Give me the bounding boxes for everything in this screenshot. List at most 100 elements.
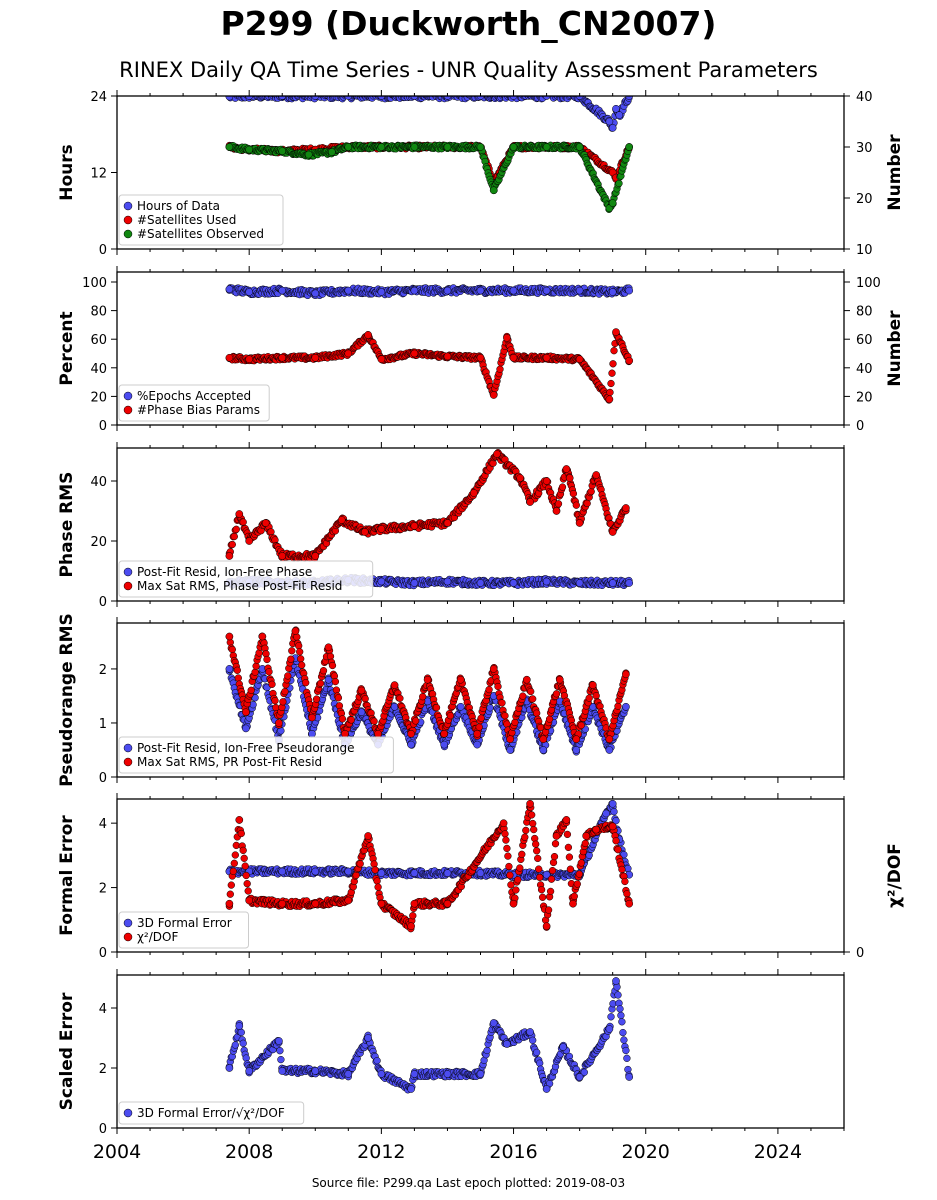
series-2-data-point	[275, 719, 283, 727]
y-tick-label: 1	[99, 717, 107, 732]
series-2-data-point	[555, 675, 564, 684]
legend-entry: #Satellites Used	[137, 213, 236, 227]
series-1-data-point	[625, 286, 634, 295]
series-2-point	[529, 695, 537, 703]
series-2-data-point	[245, 537, 254, 545]
series-2-data-point	[539, 735, 548, 744]
series-2-point	[577, 859, 585, 867]
legend-marker	[123, 391, 133, 401]
series-2-point	[284, 672, 292, 680]
series-3-data-point	[327, 148, 336, 156]
series-1-data-point	[357, 708, 366, 717]
series-1-data-point	[476, 286, 485, 295]
series-2-data-point	[423, 675, 432, 684]
series-2-point	[514, 876, 522, 884]
series-2-point	[621, 877, 629, 886]
series-2-data-point	[542, 353, 551, 362]
series-1-data-point	[410, 579, 419, 587]
series-1-data-point	[622, 702, 630, 711]
series-2-point	[501, 712, 509, 720]
y2-tick-label: 60	[856, 333, 873, 348]
series-2-data-point	[572, 735, 581, 744]
series-2-data-point	[589, 681, 597, 689]
series-2-point	[573, 880, 581, 888]
series-2-point	[535, 865, 543, 873]
legend-entry: Hours of Data	[137, 199, 220, 213]
y2-axis-label: Number	[885, 134, 905, 211]
series-2-point	[577, 721, 585, 729]
series-3-data-point	[575, 143, 584, 151]
series-2-point	[587, 487, 595, 496]
series-1-data-point	[575, 286, 584, 295]
series-2-point	[234, 674, 242, 682]
y-tick-label: 0	[99, 771, 107, 786]
series-2-point	[565, 853, 574, 861]
series-2-point	[251, 668, 259, 676]
series-2-data-point	[552, 507, 561, 515]
series-2-point	[298, 661, 306, 669]
series-2-data-point	[337, 516, 346, 524]
series-2-point	[527, 687, 535, 696]
series-1-data-point	[608, 799, 617, 808]
series-2-point	[247, 686, 255, 694]
series-2-point	[319, 667, 328, 675]
series-1-data-point	[443, 577, 452, 586]
series-2-point	[532, 840, 540, 848]
series-2-point	[295, 642, 303, 650]
series-1-data-point	[539, 746, 548, 754]
series-2-data-point	[278, 552, 287, 560]
series-1-point	[624, 864, 632, 873]
series-2-data-point	[608, 528, 617, 536]
series-2-point	[614, 702, 622, 710]
series-2-data-point	[278, 899, 287, 908]
legend-box	[118, 194, 284, 246]
series-2-point	[243, 880, 251, 888]
legend-entry: Max Sat RMS, Phase Post-Fit Resid	[137, 579, 342, 593]
points-layer	[225, 284, 634, 404]
series-2-point	[564, 843, 573, 852]
y-tick-label: 2	[99, 663, 107, 678]
series-2-point	[606, 388, 614, 397]
series-3-data-point	[509, 143, 518, 151]
series-2-point	[271, 697, 279, 705]
legend-entry: #Satellites Observed	[137, 227, 264, 241]
series-1-data-point	[407, 740, 415, 749]
series-1-data-point	[308, 729, 316, 738]
series-2-point	[502, 836, 510, 844]
series-2-point	[227, 881, 235, 889]
series-2-data-point	[622, 504, 630, 512]
y-tick-label: 20	[90, 535, 107, 550]
series-2-data-point	[562, 465, 571, 473]
series-2-point	[230, 532, 238, 541]
series-2-point	[530, 825, 538, 834]
series-2-data-point	[440, 729, 449, 738]
series-2-data-point	[410, 899, 419, 908]
series-2-point	[516, 864, 524, 872]
series-2-data-point	[565, 474, 574, 482]
y-tick-label: 60	[90, 333, 107, 348]
series-1-data-point	[225, 665, 234, 673]
series-3-data-point	[489, 186, 498, 195]
y-tick-label: 12	[90, 167, 107, 182]
legend-entry: #Phase Bias Params	[137, 403, 260, 417]
y2-tick-label: 40	[856, 362, 873, 377]
series-2-point	[240, 854, 248, 862]
series-2-point	[496, 365, 504, 373]
series-2-data-point	[489, 665, 498, 673]
series-2-data-point	[625, 356, 634, 365]
series-2-data-point	[569, 899, 577, 908]
series-1-data-point	[605, 117, 614, 126]
series-1-data-point	[344, 867, 353, 876]
series-2-data-point	[499, 819, 508, 828]
series-2-point	[618, 865, 626, 874]
series-2-point	[265, 668, 273, 676]
series-3-data-point	[476, 143, 485, 151]
y2-tick-label: 10	[856, 243, 873, 258]
series-2-point	[287, 655, 295, 663]
series-2-data-point	[291, 627, 300, 635]
series-2-data-point	[311, 552, 320, 560]
series-2-data-point	[542, 922, 551, 931]
series-2-point	[558, 483, 567, 491]
series-2-data-point	[258, 632, 267, 641]
